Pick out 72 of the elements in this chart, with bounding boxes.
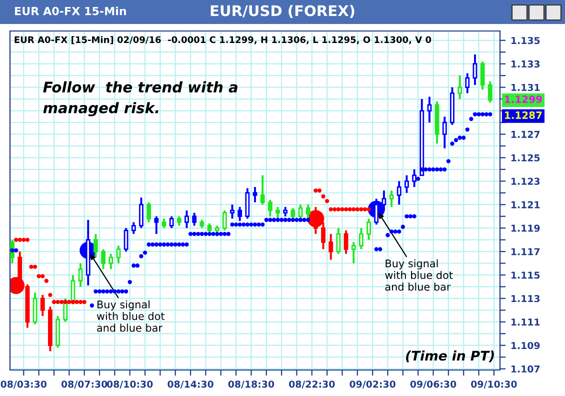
candlestick: [465, 72, 470, 94]
candlestick: [351, 241, 356, 264]
candlestick: [472, 53, 478, 86]
annotation: (Time in PT): [406, 350, 494, 362]
candlestick: [139, 196, 144, 230]
x-tick-label: 09/02:30: [350, 380, 396, 388]
text: EUR A0-FX 15-Min: [15, 6, 126, 16]
candlestick: [480, 60, 485, 91]
candlestick: [94, 232, 98, 258]
candlestick: [328, 232, 334, 261]
x-tick-label: 08/22:30: [289, 380, 335, 388]
candlestick: [192, 212, 197, 227]
candlestick: [389, 190, 394, 208]
candlestick: [427, 96, 432, 124]
x-tick-label: 08/18:30: [228, 380, 274, 388]
candlestick: [245, 187, 250, 220]
x-tick-label: 08/14:30: [168, 380, 214, 388]
candlestick: [252, 186, 258, 204]
text: 1.1287: [505, 111, 542, 119]
annotation: Buy signal with blue dot and blue bar: [385, 259, 453, 291]
x-tick-label: 08/10:30: [106, 380, 153, 388]
x-tick-label: 08/03:30: [0, 380, 47, 388]
annotation: Buy signal with blue dot and blue bar: [96, 300, 165, 332]
candlestick: [230, 204, 234, 220]
y-tick-label: 1.131: [511, 84, 540, 92]
candlestick: [358, 227, 364, 250]
candlestick: [108, 252, 114, 270]
y-tick-label: 1.133: [511, 60, 540, 68]
y-tick-label: 1.121: [511, 201, 540, 208]
candlestick: [154, 215, 159, 235]
candlestick: [40, 294, 45, 318]
candlestick: [169, 215, 174, 230]
y-tick-label: 1.119: [511, 224, 540, 232]
y-tick-label: 1.125: [511, 154, 540, 162]
x-tick-label: 09/10:30: [471, 380, 517, 388]
candlestick: [162, 218, 166, 230]
candlestick: [404, 174, 409, 194]
y-tick-label: 1.117: [511, 248, 540, 256]
candlestick: [488, 80, 492, 104]
text: 1.1299: [505, 95, 542, 104]
candlestick: [458, 74, 462, 100]
y-tick-label: 1.107: [511, 365, 540, 373]
candlestick: [344, 229, 348, 255]
y-tick-label: 1.115: [511, 272, 540, 279]
candlestick: [32, 292, 38, 326]
text: EUR A0-FX [15-Min] 02/09/16 -0.0001 C 1.1299, H 1.1306, L 1.1295, O 1.1300, V 0: [14, 36, 432, 44]
candlestick: [184, 209, 189, 230]
chart-title: EUR/USD (FOREX): [210, 4, 354, 18]
candlestick: [101, 248, 106, 270]
candlestick: [442, 116, 447, 150]
y-tick-label: 1.111: [511, 318, 540, 326]
candlestick: [222, 209, 227, 232]
candlestick: [146, 201, 152, 224]
candlestick: [116, 244, 121, 264]
y-tick-label: 1.109: [511, 342, 540, 350]
candlestick: [78, 262, 83, 288]
candlestick: [366, 218, 371, 241]
y-tick-label: 1.123: [511, 178, 540, 185]
y-tick-label: 1.113: [511, 295, 540, 302]
x-tick-label: 09/06:30: [410, 380, 456, 388]
candlestick: [238, 206, 242, 222]
candlestick: [131, 221, 136, 235]
x-tick-label: 08/07:30: [61, 380, 108, 388]
candlestick: [260, 174, 265, 206]
candlestick: [124, 227, 128, 252]
y-tick-label: 1.135: [511, 36, 540, 44]
y-tick-label: 1.127: [511, 130, 540, 138]
candlestick: [268, 198, 272, 218]
annotation: Follow the trend with a managed risk.: [43, 81, 238, 116]
candlestick: [396, 180, 402, 206]
candlestick: [176, 215, 182, 227]
candlestick: [336, 227, 341, 255]
